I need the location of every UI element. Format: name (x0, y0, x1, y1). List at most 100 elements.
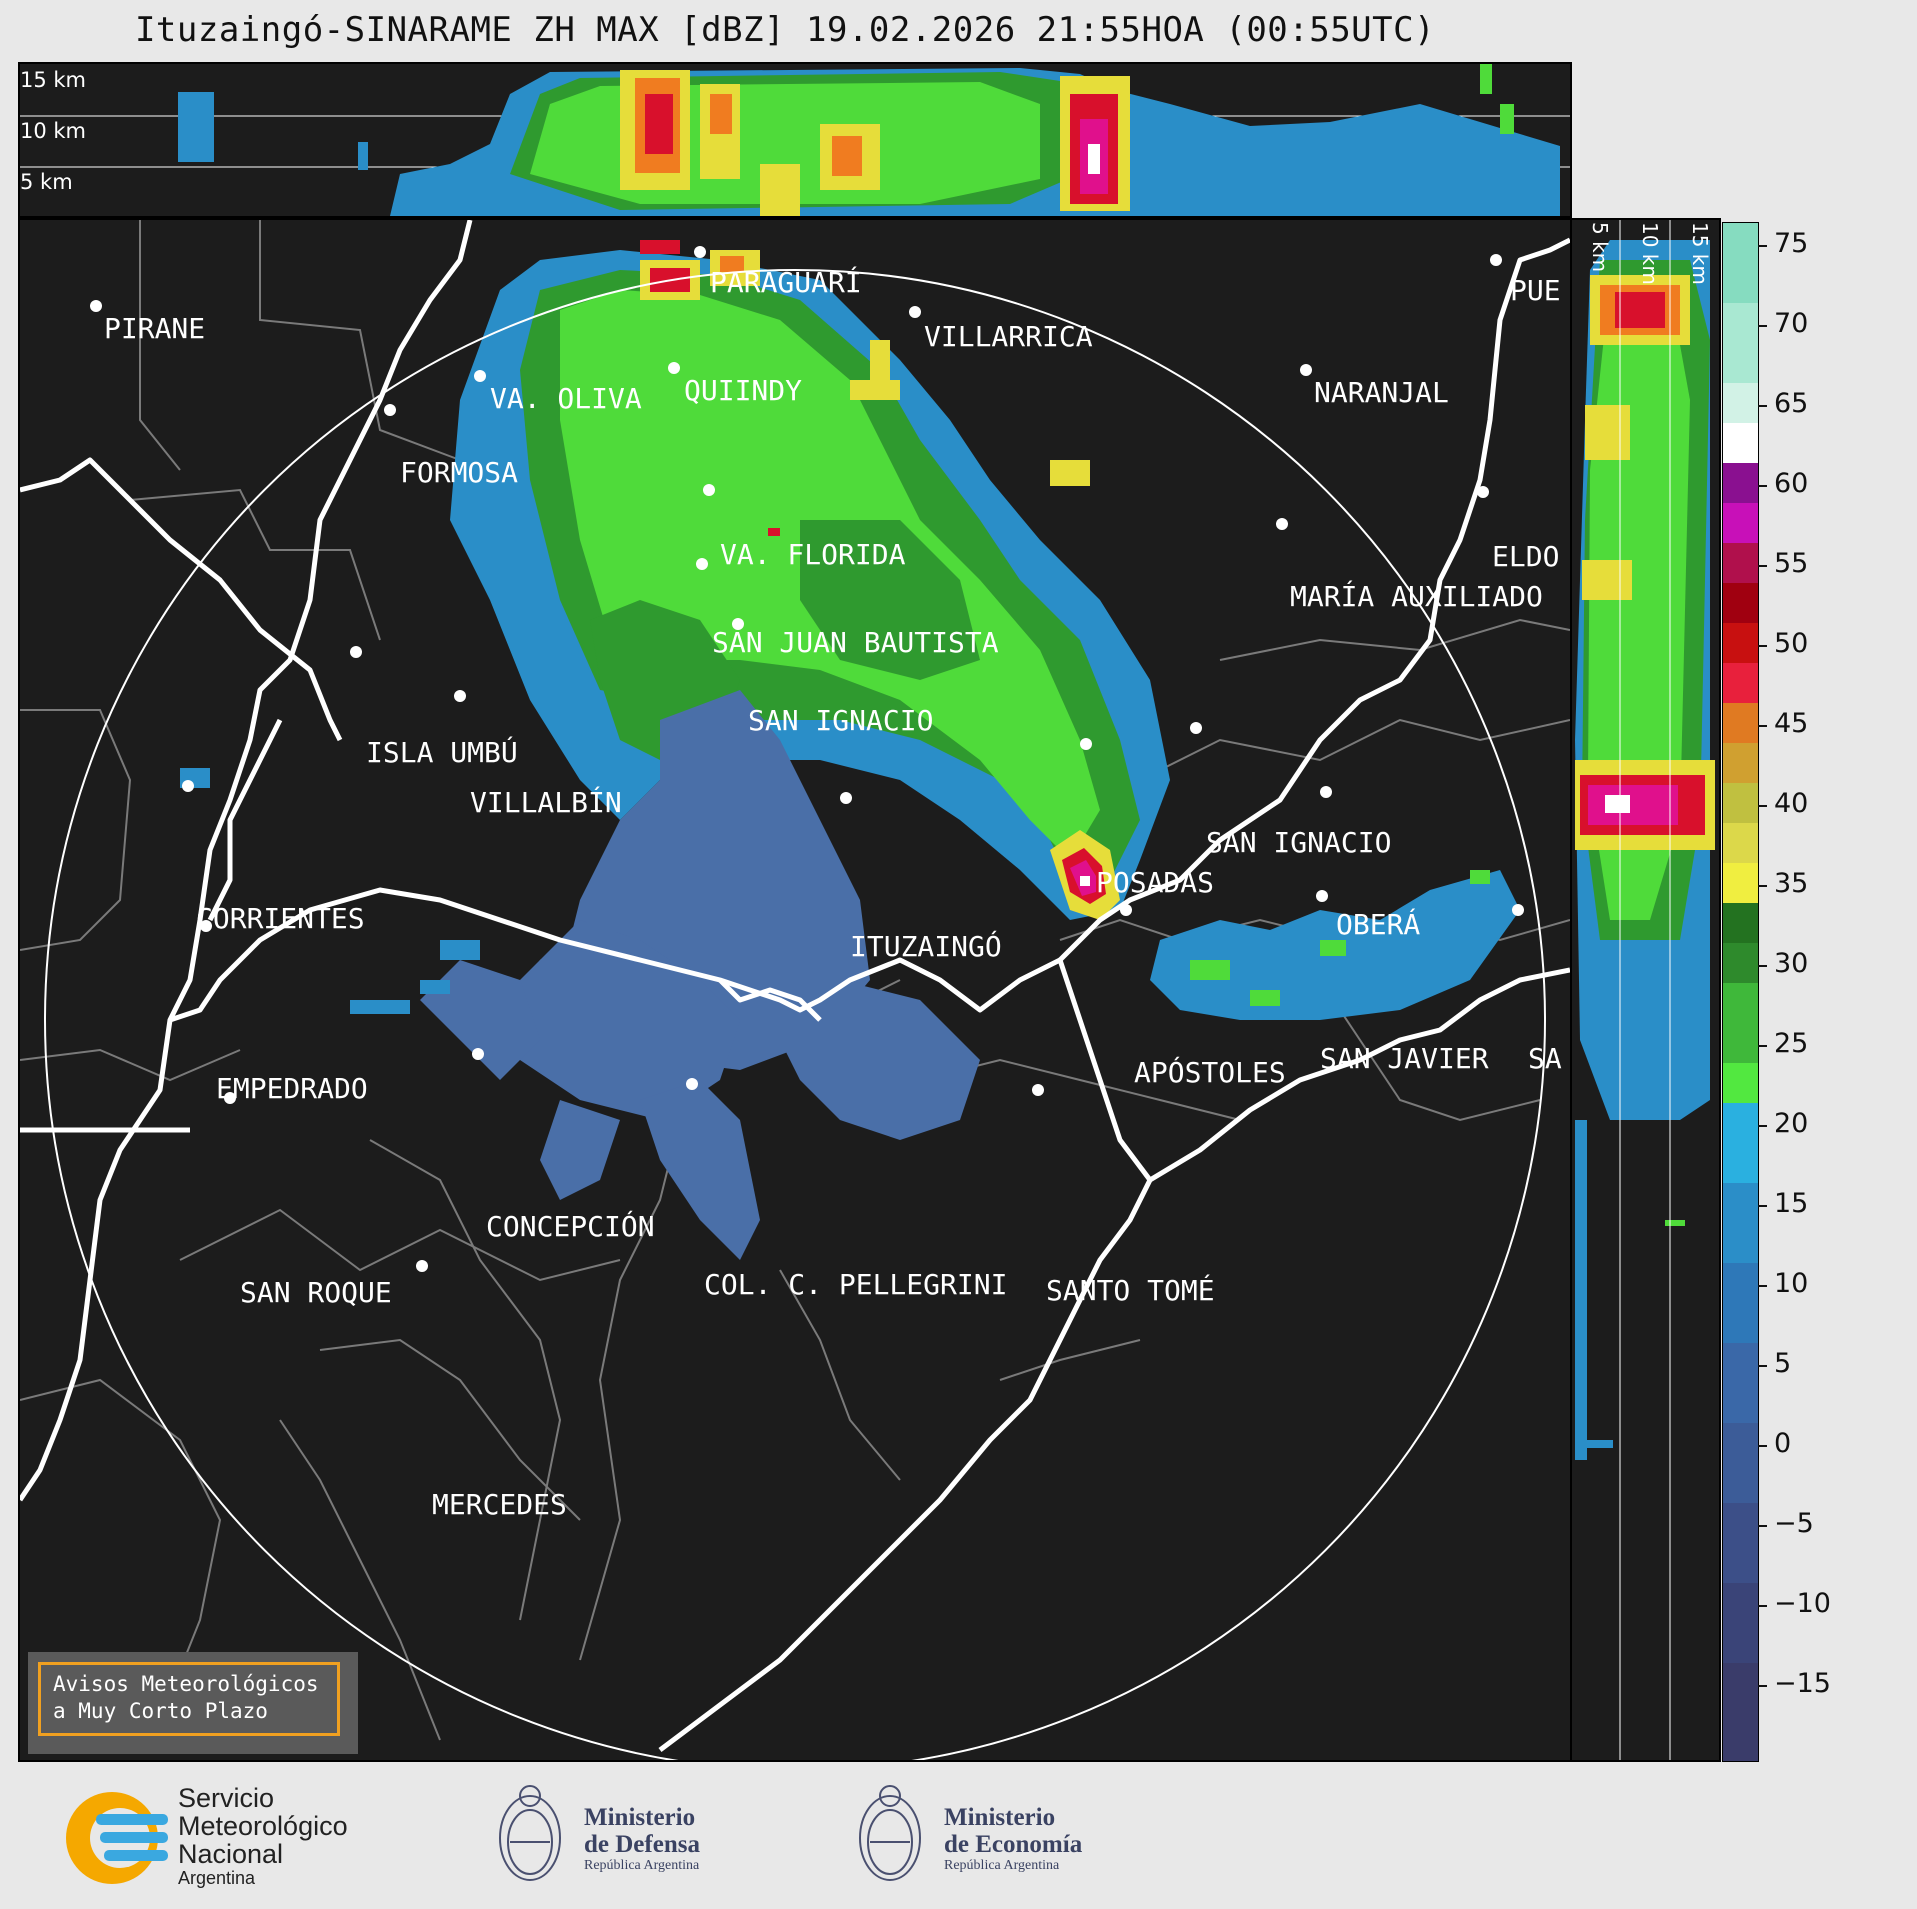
city-label: VA. OLIVA (490, 382, 642, 415)
warning-frame: Avisos Meteorológicos a Muy Corto Plazo (38, 1662, 340, 1736)
city-label: NARANJAL (1314, 376, 1449, 409)
city-label: PUE (1510, 274, 1561, 307)
colorbar-tick (1758, 965, 1767, 967)
city-label: VILLALBÍN (470, 786, 622, 819)
smn-line-4: Argentina (178, 1868, 256, 1888)
colorbar-tick (1758, 1365, 1767, 1367)
city-label: SAN IGNACIO (1206, 826, 1392, 859)
city-label: CORRIENTES (196, 902, 365, 935)
colorbar-tick (1758, 805, 1767, 807)
logo-graphics (66, 1785, 921, 1884)
warning-line-1: Avisos Meteorológicos (53, 1672, 319, 1696)
height-label-15km: 15 km (20, 68, 87, 92)
economia-shield-icon (859, 1785, 921, 1881)
radar-map: PARAGUARÍ VILLARRICA PIRANE VA. OLIVA QU… (18, 218, 1572, 1762)
city-label: SAN JUAN BAUTISTA (712, 626, 999, 659)
colorbar-tick-label: 20 (1774, 1108, 1809, 1139)
city-label: MARÍA AUXILIADO (1290, 580, 1543, 613)
colorbar-tick-label: 65 (1774, 388, 1809, 419)
city-label: CONCEPCIÓN (486, 1210, 655, 1243)
colorbar-tick (1758, 1525, 1767, 1527)
colorbar-tick-label: 15 (1774, 1188, 1809, 1219)
economia-line-3: República Argentina (944, 1858, 1060, 1873)
colorbar-tick-label: 60 (1774, 468, 1809, 499)
defensa-shield-icon (499, 1785, 561, 1881)
city-label: FORMOSA (400, 456, 519, 489)
colorbar-tick (1758, 1285, 1767, 1287)
economia-logo-text: Ministerio de Economía República Argenti… (944, 1804, 1082, 1874)
defensa-line-3: República Argentina (584, 1858, 700, 1873)
colorbar-tick (1758, 645, 1767, 647)
colorbar-tick (1758, 325, 1767, 327)
city-label: QUIINDY (684, 374, 803, 407)
city-label: OBERÁ (1336, 908, 1421, 941)
city-markers (90, 246, 1524, 1272)
city-label: SA (1528, 1042, 1562, 1075)
top-profile-echoes (20, 64, 1570, 216)
colorbar-tick (1758, 245, 1767, 247)
height-label-10km: 10 km (20, 119, 87, 143)
defensa-line-1: Ministerio (584, 1804, 696, 1831)
side-profile-echoes (1575, 220, 1715, 1760)
top-height-profile: 15 km 10 km 5 km (18, 62, 1572, 218)
colorbar-tick (1758, 1685, 1767, 1687)
city-label: PARAGUARÍ (710, 266, 862, 299)
city-label: ITUZAINGÓ (850, 930, 1002, 963)
city-label: PIRANE (104, 312, 206, 345)
city-label: POSADAS (1096, 866, 1215, 899)
height-label-5km-side: 5 km (1588, 222, 1612, 273)
colorbar-tick (1758, 1205, 1767, 1207)
colorbar-tick-label: 50 (1774, 628, 1809, 659)
city-label: SANTO TOMÉ (1046, 1274, 1215, 1307)
economia-line-1: Ministerio (944, 1804, 1056, 1831)
economia-line-2: de Economía (944, 1831, 1083, 1858)
colorbar-tick-label: 35 (1774, 868, 1809, 899)
footer-logos: Servicio Meteorológico Nacional Argentin… (0, 1762, 1917, 1909)
colorbar-tick-label: 40 (1774, 788, 1809, 819)
colorbar-tick-label: 25 (1774, 1028, 1809, 1059)
dbz-colorbar (1722, 222, 1759, 1762)
city-label: SAN IGNACIO (748, 704, 934, 737)
map-title: Ituzaingó-SINARAME ZH MAX [dBZ] 19.02.20… (134, 10, 1436, 50)
colorbar-tick-label: 0 (1774, 1428, 1792, 1459)
smn-logo-text: Servicio Meteorológico Nacional Argentin… (178, 1784, 348, 1888)
colorbar-tick (1758, 1045, 1767, 1047)
city-label: VA. FLORIDA (720, 538, 906, 571)
smn-line-1: Servicio (178, 1783, 275, 1813)
colorbar-tick (1758, 1605, 1767, 1607)
department-borders (20, 220, 1570, 1741)
warning-box: Avisos Meteorológicos a Muy Corto Plazo (28, 1652, 358, 1754)
colorbar-tick (1758, 885, 1767, 887)
warning-line-2: a Muy Corto Plazo (53, 1699, 268, 1723)
range-ring (44, 269, 1546, 1760)
city-label: APÓSTOLES (1134, 1056, 1286, 1089)
city-label: ELDO (1492, 540, 1560, 573)
radar-map-canvas (20, 220, 1570, 1760)
colorbar-tick-label: −5 (1774, 1508, 1814, 1539)
colorbar-tick (1758, 1125, 1767, 1127)
defensa-line-2: de Defensa (584, 1831, 700, 1858)
colorbar-tick (1758, 405, 1767, 407)
smn-line-3: Nacional (178, 1839, 284, 1869)
city-label: SAN ROQUE (240, 1276, 392, 1309)
colorbar-tick-label: 30 (1774, 948, 1809, 979)
city-label: SAN JAVIER (1320, 1042, 1489, 1075)
smn-line-2: Meteorológico (178, 1811, 348, 1841)
city-label: EMPEDRADO (216, 1072, 368, 1105)
colorbar-tick-label: 5 (1774, 1348, 1792, 1379)
river-borders (20, 220, 1570, 1752)
city-label: VILLARRICA (924, 320, 1093, 353)
colorbar-tick (1758, 485, 1767, 487)
colorbar-tick-label: −10 (1774, 1588, 1831, 1619)
colorbar-tick-label: −15 (1774, 1668, 1831, 1699)
colorbar-tick-label: 75 (1774, 228, 1809, 259)
colorbar-tick-label: 55 (1774, 548, 1809, 579)
colorbar-tick (1758, 565, 1767, 567)
colorbar-tick (1758, 1445, 1767, 1447)
colorbar-tick (1758, 725, 1767, 727)
radar-echoes (180, 240, 1520, 1260)
city-label: MERCEDES (432, 1488, 567, 1521)
height-label-5km: 5 km (20, 170, 73, 194)
colorbar-tick-label: 70 (1774, 308, 1809, 339)
colorbar-tick-label: 10 (1774, 1268, 1809, 1299)
